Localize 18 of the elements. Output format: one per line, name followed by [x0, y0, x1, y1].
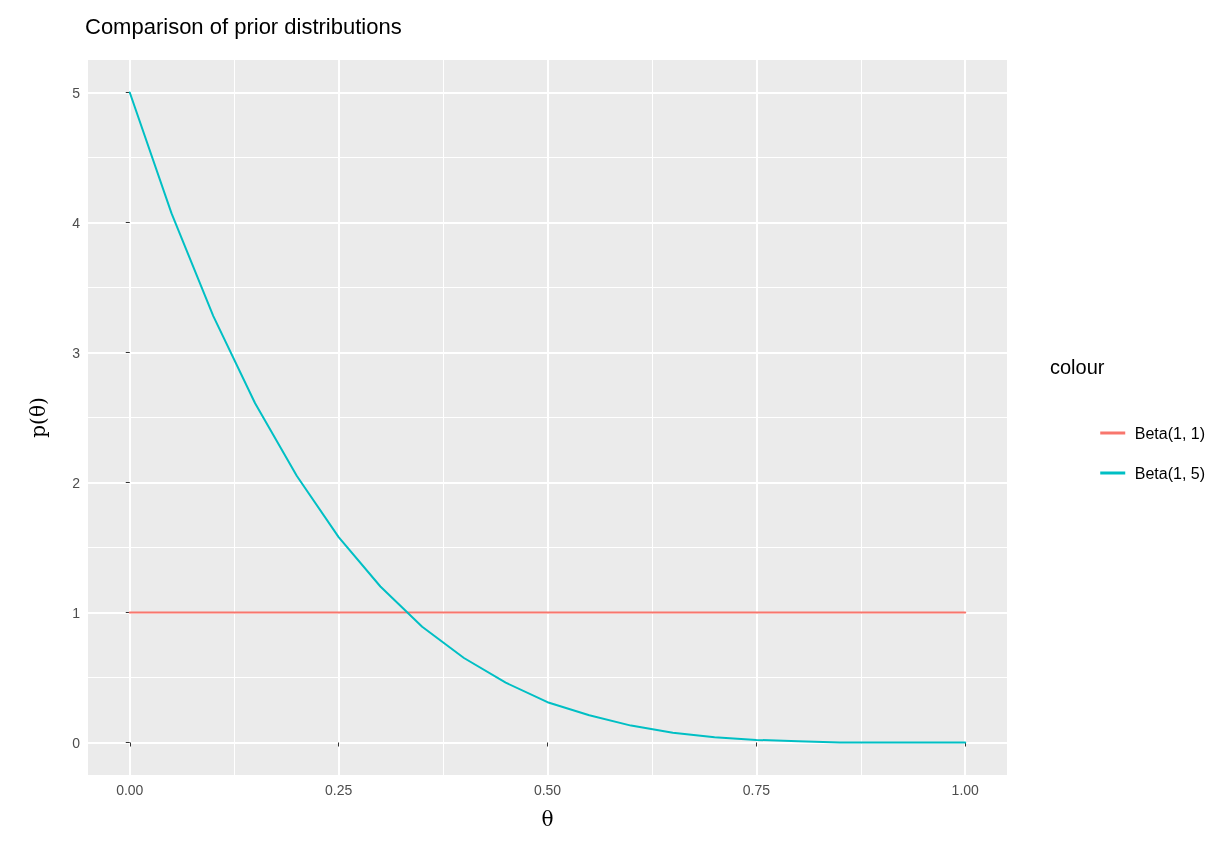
y-axis-title: p(θ) [26, 397, 50, 438]
y-tick-label: 4 [72, 214, 81, 231]
legend-label: Beta(1, 1) [1134, 424, 1206, 442]
legend-label: Beta(1, 5) [1134, 464, 1206, 482]
y-tick-label: 5 [72, 84, 81, 101]
chart-title: Comparison of prior distributions [85, 13, 402, 39]
y-tick-label: 3 [72, 344, 81, 361]
y-tick-label: 0 [72, 734, 81, 751]
y-tick-label: 1 [72, 604, 81, 621]
line-series [128, 91, 967, 744]
legend-title: colour [1050, 356, 1105, 378]
x-axis-title: θ [541, 807, 554, 831]
x-tick-label: 0.00 [116, 782, 144, 798]
y-tick-label: 2 [72, 474, 81, 491]
x-tick-label: 0.25 [325, 782, 353, 798]
x-tick-label: 0.75 [742, 782, 771, 798]
x-tick-label: 0.50 [533, 782, 562, 798]
x-tick-label: 1.00 [951, 782, 980, 798]
